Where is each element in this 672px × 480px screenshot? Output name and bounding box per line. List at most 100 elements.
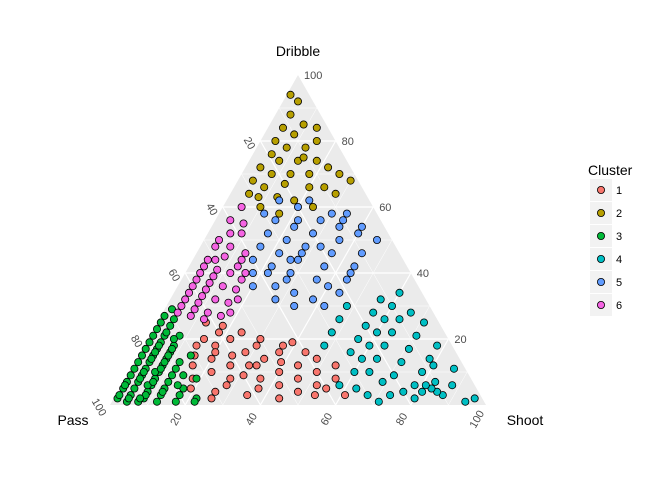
data-point-cluster-5 — [357, 222, 366, 231]
data-point-cluster-2 — [293, 97, 302, 106]
data-point-cluster-5 — [282, 235, 291, 244]
data-point-cluster-3 — [139, 367, 148, 376]
data-point-cluster-3 — [167, 344, 176, 353]
data-point-cluster-5 — [256, 242, 265, 251]
data-point-cluster-4 — [418, 387, 427, 396]
data-point-cluster-4 — [342, 301, 351, 310]
data-point-cluster-4 — [421, 381, 430, 390]
legend-label-6: 6 — [616, 300, 622, 312]
data-point-cluster-4 — [425, 354, 434, 363]
data-point-cluster-1 — [207, 394, 216, 403]
legend-label-4: 4 — [616, 254, 622, 266]
data-point-cluster-2 — [254, 193, 263, 202]
data-point-cluster-6 — [184, 288, 193, 297]
data-point-cluster-4 — [350, 367, 359, 376]
data-point-cluster-6 — [233, 295, 242, 304]
data-point-cluster-4 — [365, 367, 374, 376]
data-point-cluster-2 — [286, 110, 295, 119]
data-point-cluster-4 — [354, 334, 363, 343]
data-point-cluster-6 — [201, 285, 210, 294]
data-point-cluster-6 — [241, 249, 250, 258]
data-point-cluster-2 — [290, 196, 299, 205]
data-point-cluster-1 — [237, 328, 246, 337]
data-point-cluster-6 — [226, 268, 235, 277]
data-point-cluster-2 — [312, 136, 321, 145]
data-point-cluster-4 — [399, 387, 408, 396]
axis-title-right: Shoot — [507, 412, 544, 428]
data-point-cluster-6 — [233, 262, 242, 271]
legend-key-4 — [597, 254, 606, 263]
data-point-cluster-1 — [254, 384, 263, 393]
tick-label-pass: 20 — [241, 135, 258, 152]
data-point-cluster-3 — [124, 394, 133, 403]
data-point-cluster-6 — [194, 298, 203, 307]
tick-label-pass: 80 — [128, 333, 145, 350]
data-point-cluster-1 — [252, 361, 261, 370]
tick-label-pass: 40 — [203, 201, 220, 218]
data-point-cluster-5 — [357, 249, 366, 258]
data-point-cluster-5 — [275, 196, 284, 205]
data-point-cluster-6 — [188, 282, 197, 291]
data-point-cluster-1 — [207, 367, 216, 376]
data-point-cluster-5 — [342, 275, 351, 284]
data-point-cluster-1 — [226, 374, 235, 383]
data-point-cluster-6 — [186, 311, 195, 320]
data-point-cluster-4 — [352, 384, 361, 393]
data-point-cluster-3 — [162, 328, 171, 337]
data-point-cluster-6 — [237, 229, 246, 238]
data-point-cluster-5 — [350, 262, 359, 271]
tick-label-pass: 60 — [166, 267, 183, 284]
data-point-cluster-1 — [214, 328, 223, 337]
data-point-cluster-3 — [192, 374, 201, 383]
data-point-cluster-3 — [137, 351, 146, 360]
data-point-cluster-5 — [290, 288, 299, 297]
legend-key-3 — [597, 231, 606, 240]
data-point-cluster-2 — [312, 123, 321, 132]
data-point-cluster-4 — [327, 328, 336, 337]
data-point-cluster-4 — [380, 341, 389, 350]
data-point-cluster-5 — [275, 249, 284, 258]
data-point-cluster-4 — [387, 301, 396, 310]
data-point-cluster-1 — [275, 381, 284, 390]
data-point-cluster-1 — [331, 361, 340, 370]
data-point-cluster-5 — [263, 268, 272, 277]
data-point-cluster-4 — [372, 354, 381, 363]
data-point-cluster-1 — [256, 374, 265, 383]
data-point-cluster-4 — [361, 321, 370, 330]
data-point-cluster-3 — [141, 344, 150, 353]
grid-line — [184, 272, 261, 406]
data-point-cluster-6 — [214, 235, 223, 244]
data-point-cluster-3 — [149, 377, 158, 386]
data-point-cluster-2 — [286, 169, 295, 178]
data-point-cluster-4 — [380, 315, 389, 324]
data-point-cluster-1 — [275, 367, 284, 376]
data-point-cluster-6 — [226, 308, 235, 317]
data-point-cluster-1 — [322, 384, 331, 393]
data-point-cluster-2 — [275, 209, 284, 218]
data-point-cluster-1 — [293, 361, 302, 370]
data-point-cluster-1 — [211, 348, 220, 357]
data-point-cluster-6 — [216, 311, 225, 320]
data-point-cluster-1 — [228, 351, 237, 360]
data-point-cluster-1 — [211, 341, 220, 350]
data-point-cluster-1 — [301, 348, 310, 357]
data-point-cluster-4 — [363, 391, 372, 400]
legend-items: 1 2 3 4 5 6 — [590, 179, 622, 316]
data-point-cluster-1 — [186, 384, 195, 393]
data-point-cluster-5 — [248, 268, 257, 277]
data-point-cluster-4 — [395, 288, 404, 297]
data-point-cluster-5 — [248, 255, 257, 264]
data-point-cluster-5 — [267, 262, 276, 271]
data-point-cluster-3 — [121, 381, 130, 390]
data-point-cluster-3 — [154, 341, 163, 350]
data-point-cluster-5 — [282, 275, 291, 284]
data-point-cluster-3 — [171, 364, 180, 373]
data-point-cluster-1 — [275, 394, 284, 403]
data-point-cluster-1 — [211, 387, 220, 396]
data-point-cluster-3 — [186, 351, 195, 360]
data-point-cluster-6 — [220, 252, 229, 261]
grid-line — [297, 239, 393, 406]
data-point-cluster-6 — [226, 242, 235, 251]
tick-label-shoot: 80 — [394, 411, 411, 428]
